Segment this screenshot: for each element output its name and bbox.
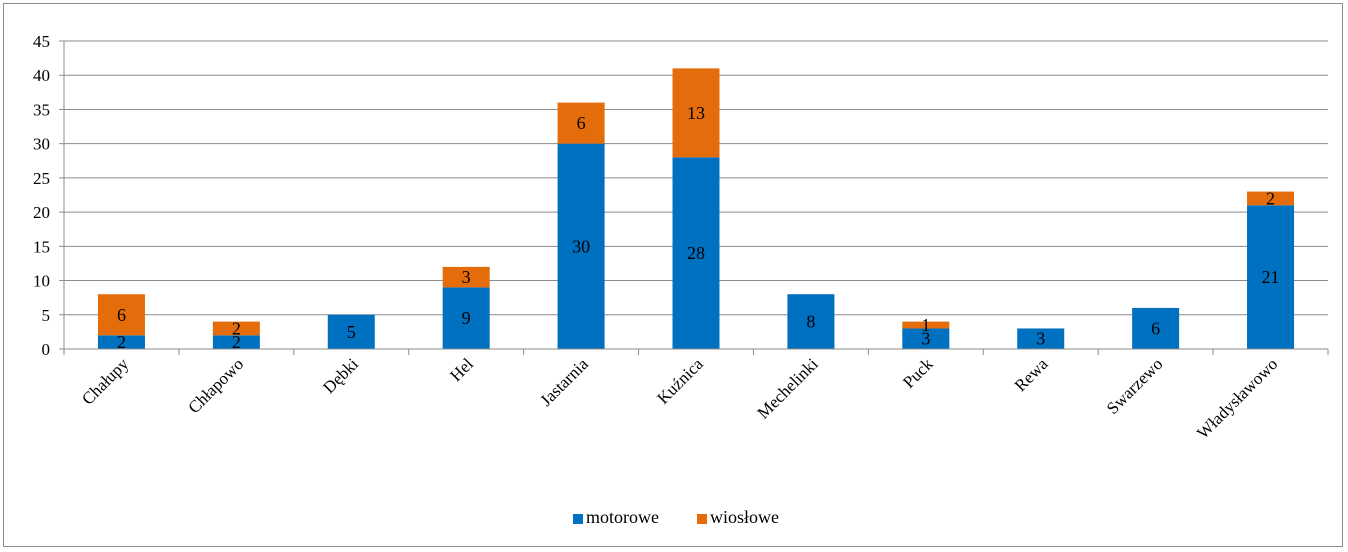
data-label: 21 xyxy=(1262,267,1280,287)
y-tick-label: 35 xyxy=(33,100,50,119)
data-label: 28 xyxy=(687,243,705,263)
category-label: Chłapowo xyxy=(184,354,247,417)
category-label: Dębki xyxy=(319,354,362,397)
category-label: Hel xyxy=(446,354,477,385)
data-label: 9 xyxy=(462,308,471,328)
data-label: 2 xyxy=(117,332,126,352)
y-tick-label: 5 xyxy=(42,306,51,325)
legend-swatch-motorowe xyxy=(573,514,583,524)
data-label: 6 xyxy=(1151,318,1160,338)
legend-label: wiosłowe xyxy=(710,507,779,527)
data-label: 3 xyxy=(1036,329,1045,349)
data-label: 2 xyxy=(232,318,241,338)
category-label: Mechelinki xyxy=(754,354,822,422)
data-label: 2 xyxy=(1266,188,1275,208)
category-label: Swarzewo xyxy=(1103,354,1167,418)
bar-motorowe xyxy=(327,314,375,349)
y-tick-label: 10 xyxy=(33,272,50,291)
y-tick-label: 25 xyxy=(33,169,50,188)
bar-motorowe xyxy=(557,143,605,349)
data-label: 5 xyxy=(347,322,356,342)
category-label: Puck xyxy=(899,354,937,392)
y-tick-label: 40 xyxy=(33,66,50,85)
legend: motorowe wiosłowe xyxy=(573,507,779,527)
y-tick-label: 15 xyxy=(33,237,50,256)
bar-motorowe xyxy=(902,328,950,349)
bar-motorowe xyxy=(672,157,720,349)
data-label: 6 xyxy=(577,113,586,133)
bar-motorowe xyxy=(1247,205,1295,349)
bar-wiosłowe xyxy=(1247,191,1295,206)
legend-label: motorowe xyxy=(586,507,659,527)
category-label: Chałupy xyxy=(78,354,133,409)
y-tick-label: 20 xyxy=(33,203,50,222)
data-label: 8 xyxy=(806,312,815,332)
data-label: 13 xyxy=(687,103,705,123)
bar-wiosłowe xyxy=(212,321,260,336)
y-tick-label: 30 xyxy=(33,135,50,154)
bar-wiosłowe xyxy=(902,321,950,329)
bar-motorowe xyxy=(442,287,490,349)
data-label: 6 xyxy=(117,305,126,325)
bar-wiosłowe xyxy=(672,68,720,158)
data-label: 30 xyxy=(572,236,590,256)
bar-motorowe xyxy=(97,335,145,349)
bar-wiosłowe xyxy=(557,102,605,144)
bar-wiosłowe xyxy=(442,266,490,288)
y-tick-label: 45 xyxy=(33,32,50,51)
data-label: 3 xyxy=(921,329,930,349)
data-label: 1 xyxy=(921,315,930,335)
data-label: 3 xyxy=(462,267,471,287)
legend-swatch-wiosłowe xyxy=(697,514,707,524)
bar-motorowe xyxy=(1132,307,1180,349)
bar-motorowe xyxy=(212,335,260,349)
y-tick-label: 0 xyxy=(42,340,51,359)
data-label: 2 xyxy=(232,332,241,352)
category-label: Kuźnica xyxy=(653,354,707,408)
category-label: Rewa xyxy=(1011,354,1052,395)
bar-motorowe xyxy=(787,294,835,349)
bar-motorowe xyxy=(1017,328,1065,349)
bar-wiosłowe xyxy=(97,294,145,336)
bars xyxy=(97,68,1295,349)
category-label: Jastarnia xyxy=(536,354,592,410)
category-label: Władysławowo xyxy=(1193,354,1281,442)
